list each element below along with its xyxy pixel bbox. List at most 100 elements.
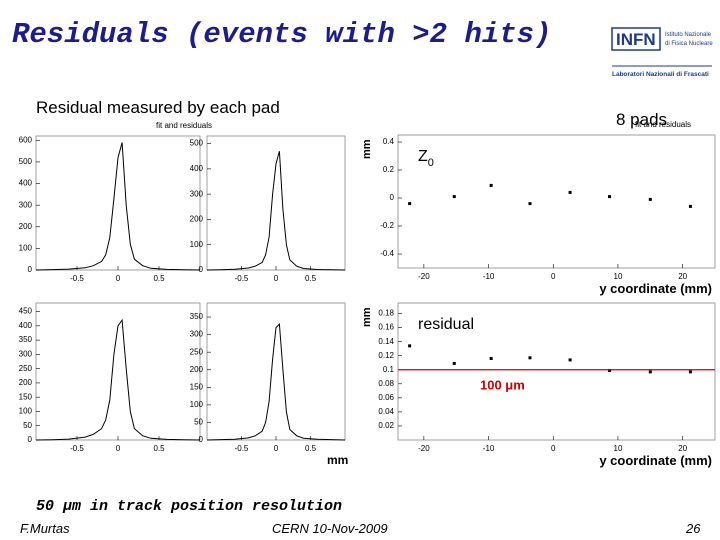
x-axis-label: y coordinate (mm) <box>599 281 712 296</box>
y-tick-label: 0.4 <box>383 137 395 146</box>
y-tick-label: 500 <box>190 139 204 148</box>
x-tick-label: -20 <box>418 272 430 281</box>
y-tick-label: 0 <box>28 265 33 274</box>
y-tick-label: 0 <box>199 265 204 274</box>
annotation-subscript: 0 <box>428 157 434 169</box>
y-tick-label: 0.18 <box>378 309 394 318</box>
page-number: 26 <box>685 521 701 536</box>
point <box>608 195 612 199</box>
histogram-line <box>35 318 201 441</box>
y-tick-label: 500 <box>19 157 33 166</box>
x-tick-label: 0 <box>551 272 556 281</box>
y-tick-label: 0 <box>28 435 33 444</box>
point <box>408 344 412 348</box>
x-tick-label: -0.5 <box>70 274 84 283</box>
plot-frame <box>35 302 201 441</box>
x-tick-label: 20 <box>678 444 687 453</box>
y-tick-label: 200 <box>190 215 204 224</box>
point <box>648 370 652 374</box>
x-tick-label: -20 <box>418 444 430 453</box>
x-tick-label: 10 <box>614 272 623 281</box>
y-tick-label: 250 <box>19 364 33 373</box>
subtitle: Residual measured by each pad <box>36 98 280 117</box>
y-tick-label: 100 <box>190 400 204 409</box>
y-tick-label: -0.4 <box>380 249 394 258</box>
point <box>408 202 412 206</box>
chart: 0 50 100 150 200 250 300 350 -0.5 0 0.5 mm <box>190 302 348 467</box>
point <box>452 195 456 199</box>
chart: 0 100 200 300 400 500 600 -0.5 0 0.5 fit and resid… <box>19 121 212 283</box>
y-tick-label: 0 <box>390 193 395 202</box>
point <box>489 357 493 361</box>
logo-line: di Fisica Nucleare <box>665 41 713 47</box>
point <box>489 183 493 187</box>
x-tick-label: 10 <box>614 444 623 453</box>
y-tick-label: 100 <box>190 240 204 249</box>
x-tick-label: 0 <box>274 444 279 453</box>
point <box>452 361 456 365</box>
y-tick-label: 0.14 <box>378 337 394 346</box>
logo-line: Laboratori Nazionali di Frascati <box>612 71 709 78</box>
x-tick-label: 0 <box>116 444 121 453</box>
chart: 0.02 0.04 0.06 0.08 0.1 0.12 0.14 0.16 0.18 -20 -1… <box>361 302 716 468</box>
x-tick-label: 0 <box>274 274 279 283</box>
histogram-line <box>206 151 346 271</box>
footer-author: F.Murtas <box>20 521 70 536</box>
y-tick-label: 250 <box>190 347 204 356</box>
y-tick-label: 0.04 <box>378 407 394 416</box>
x-tick-label: 0.5 <box>305 274 317 283</box>
chart-title: fit and residuals <box>635 120 691 129</box>
y-tick-label: 0.12 <box>378 351 394 360</box>
annotation-text: residual <box>418 316 474 333</box>
logo-box <box>611 27 661 51</box>
y-tick-label: 150 <box>190 382 204 391</box>
y-tick-label: 0.08 <box>378 379 394 388</box>
plot-frame <box>397 134 716 269</box>
logo: INFN Istituto Nazionale di Fisica Nuclea… <box>611 27 713 78</box>
y-tick-label: 0.02 <box>378 421 394 430</box>
y-tick-label: 350 <box>190 312 204 321</box>
x-tick-label: -0.5 <box>235 444 249 453</box>
y-tick-label: 100 <box>19 407 33 416</box>
y-tick-label: 200 <box>19 222 33 231</box>
x-tick-label: 20 <box>678 272 687 281</box>
y-axis-label: mm <box>361 139 373 159</box>
chart: 0 50 100 150 200 250 300 350 400 450 -0.5 0 0.5 <box>19 302 201 453</box>
logo-line: Istituto Nazionale <box>665 32 712 38</box>
y-tick-label: 400 <box>190 164 204 173</box>
plot-frame <box>206 302 346 441</box>
y-tick-label: 0.16 <box>378 323 394 332</box>
y-tick-label: 200 <box>19 378 33 387</box>
x-axis-label: mm <box>327 453 348 467</box>
y-tick-label: 0.1 <box>383 365 395 374</box>
y-tick-label: 0.06 <box>378 393 394 402</box>
x-tick-label: 0.5 <box>153 444 165 453</box>
chart: -0.4 -0.2 0 0.2 0.4 -20 -10 0 10 20 fit and residu… <box>361 120 716 296</box>
x-tick-label: 0.5 <box>153 274 165 283</box>
y-tick-label: 400 <box>19 179 33 188</box>
y-tick-label: 350 <box>19 335 33 344</box>
point <box>528 202 532 206</box>
plot-frame <box>397 302 716 441</box>
x-tick-label: -10 <box>483 272 495 281</box>
y-axis-label: mm <box>361 307 373 327</box>
point <box>688 370 692 374</box>
y-tick-label: 300 <box>19 349 33 358</box>
y-tick-label: 300 <box>190 189 204 198</box>
point <box>568 358 572 362</box>
y-tick-label: 600 <box>19 135 33 144</box>
y-tick-label: 300 <box>19 200 33 209</box>
y-tick-label: 100 <box>19 243 33 252</box>
y-tick-label: 0 <box>199 435 204 444</box>
chart: 0 100 200 300 400 500 -0.5 0 0.5 <box>190 135 346 283</box>
y-tick-label: 150 <box>19 392 33 401</box>
annotation-text: Z <box>418 148 428 165</box>
x-axis-label: y coordinate (mm) <box>599 453 712 468</box>
point <box>648 197 652 201</box>
x-tick-label: -0.5 <box>235 274 249 283</box>
slide-title: Residuals (events with >2 hits) <box>12 18 552 51</box>
logo-name: INFN <box>616 30 656 49</box>
footer-event: CERN 10-Nov-2009 <box>272 521 388 536</box>
y-tick-label: 400 <box>19 321 33 330</box>
